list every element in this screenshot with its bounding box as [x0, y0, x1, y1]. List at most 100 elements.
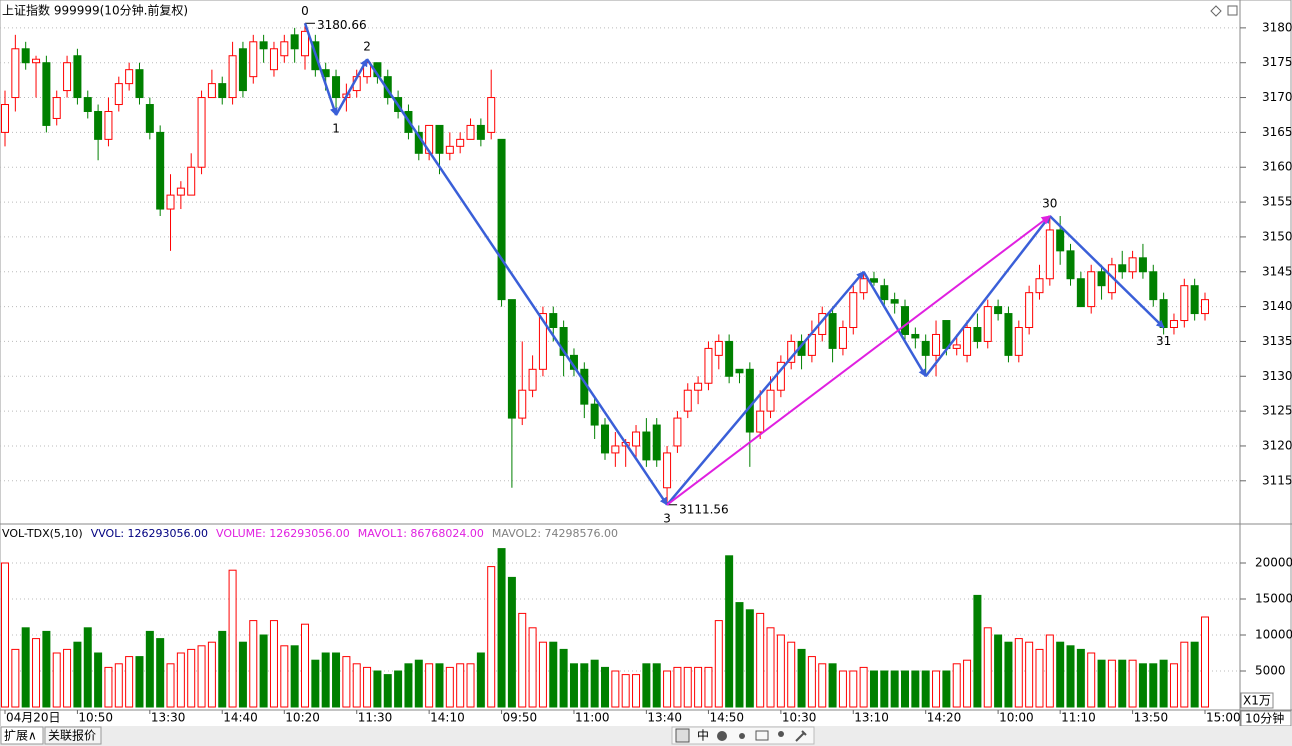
wave-line — [862, 271, 927, 378]
candle-body — [890, 299, 899, 304]
volume-bar — [352, 663, 361, 708]
tab-label[interactable]: 扩展∧ — [4, 729, 37, 743]
volume-bar — [828, 663, 837, 708]
candle-body — [104, 110, 113, 140]
tool-icon[interactable] — [675, 728, 690, 743]
volume-bar — [683, 666, 692, 708]
candle-body — [269, 48, 278, 71]
volume-bar — [1035, 648, 1044, 708]
volume-bar — [259, 634, 268, 708]
candle-body — [859, 278, 868, 294]
wave-label: 2 — [363, 40, 371, 54]
tool-icon[interactable] — [739, 733, 745, 739]
wave-label: 0 — [301, 4, 309, 18]
candle-body — [1014, 327, 1023, 356]
y-tick-label: 5000 — [1255, 664, 1286, 678]
y-tick-label: 20000 — [1255, 556, 1292, 570]
candle-body — [497, 138, 506, 301]
candle-body — [135, 69, 144, 99]
volume-bar — [166, 663, 175, 708]
candle-body — [632, 431, 641, 447]
volume-legend: MAVOL2: 74298576.00 — [491, 527, 619, 540]
volume-bar — [921, 670, 930, 708]
candle-body — [1025, 292, 1034, 329]
tool-icon[interactable] — [778, 731, 784, 737]
volume-bar — [63, 648, 72, 708]
volume-bar — [311, 659, 320, 708]
volume-bar — [1, 562, 9, 708]
tab[interactable] — [44, 726, 102, 745]
x-tick-label: 14:40 — [223, 711, 258, 725]
icon[interactable] — [1227, 5, 1238, 16]
candle-body — [1149, 271, 1158, 301]
candle-body — [218, 83, 227, 99]
volume-bar — [435, 663, 444, 708]
tool-icon[interactable] — [717, 731, 727, 741]
candle-body — [63, 62, 72, 92]
volume-bar — [1107, 659, 1116, 708]
candle-body — [42, 62, 51, 126]
volume-bar — [756, 612, 765, 708]
y-tick-label: 3115 — [1262, 473, 1292, 487]
bottom-bar — [0, 726, 1292, 746]
volume-bar — [942, 670, 951, 708]
volume-bar — [456, 663, 465, 708]
candle-body — [642, 431, 651, 461]
volume-bar — [601, 666, 609, 708]
y-tick-label: 15000 — [1255, 592, 1292, 606]
x-tick-label: 11:30 — [358, 711, 393, 725]
unit-label: X1万 — [1243, 694, 1271, 708]
y-tick-label: 3135 — [1262, 334, 1292, 348]
wave-line — [303, 22, 338, 116]
volume-legend: VOLUME: 126293056.00 — [216, 527, 350, 540]
tool-icon[interactable] — [795, 730, 807, 742]
candle-body — [249, 41, 258, 78]
volume-bar — [994, 634, 1003, 708]
volume-bar — [425, 663, 434, 708]
volume-bar — [187, 648, 196, 708]
candle-body — [869, 278, 878, 283]
candle-body — [828, 313, 837, 349]
y-tick-label: 3130 — [1262, 369, 1292, 383]
volume-bar — [83, 627, 92, 708]
candle-body — [114, 83, 123, 106]
volume-bar — [73, 641, 82, 708]
candle-body — [1087, 271, 1096, 308]
candle-body — [714, 340, 723, 356]
y-tick-label: 3165 — [1262, 125, 1292, 139]
volume-bar — [983, 627, 992, 708]
candle-body — [11, 48, 20, 99]
volume-bar — [766, 627, 775, 708]
tool-icon[interactable] — [755, 730, 769, 741]
volume-bar — [1097, 659, 1106, 708]
tool-label[interactable]: 中 — [697, 728, 709, 743]
volume-bar — [445, 666, 454, 708]
candle-body — [21, 48, 30, 64]
x-tick-label: 13:30 — [151, 711, 186, 725]
volume-bar — [569, 663, 578, 708]
volume-bar — [538, 641, 547, 708]
volume-bar — [52, 652, 61, 708]
tab-label[interactable]: 关联报价 — [48, 728, 96, 743]
candle-body — [1076, 278, 1085, 308]
wave-label: 3 — [663, 511, 671, 525]
volume-bar — [652, 663, 661, 708]
volume-bar — [135, 656, 144, 708]
x-tick-label: 11:10 — [1061, 711, 1096, 725]
tab[interactable] — [0, 726, 44, 745]
y-tick-label: 3155 — [1262, 195, 1292, 209]
volume-bar — [394, 670, 403, 708]
x-tick-label: 11:00 — [575, 711, 610, 725]
candle-body — [476, 124, 485, 140]
chart-title: 上证指数 999999(10分钟.前复权) — [2, 3, 188, 18]
volume-bar — [238, 641, 247, 708]
link-line — [666, 215, 1051, 506]
y-tick-label: 3140 — [1262, 299, 1292, 313]
price-label: 3180.66 — [317, 18, 367, 32]
candle-body — [187, 166, 196, 196]
candle-body — [1118, 264, 1127, 273]
candle-body — [487, 97, 496, 133]
x-tick-label: 10:50 — [78, 711, 113, 725]
y-tick-label: 3125 — [1262, 404, 1292, 418]
icon[interactable] — [1210, 5, 1222, 17]
